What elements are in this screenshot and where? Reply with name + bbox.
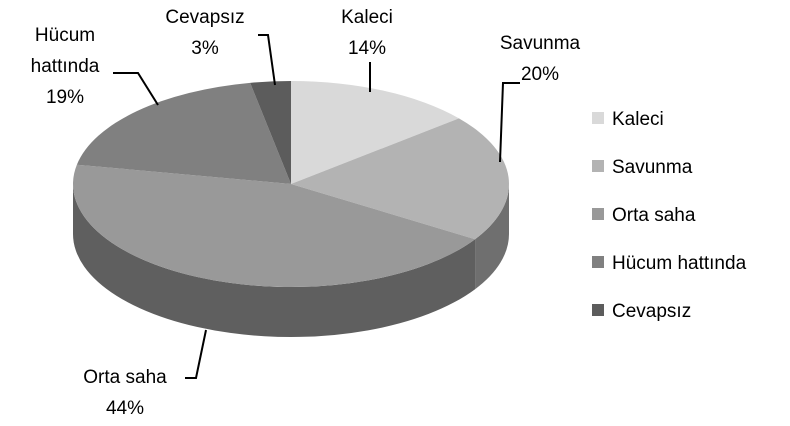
legend-swatch bbox=[592, 112, 604, 124]
legend-swatch bbox=[592, 304, 604, 316]
label-name: Savunma bbox=[499, 33, 581, 54]
label-value: 14% bbox=[347, 38, 387, 59]
label-value: 20% bbox=[520, 64, 560, 85]
label-name: Orta saha bbox=[83, 367, 167, 388]
leader-line bbox=[258, 34, 276, 86]
data-label: Savunma 20% bbox=[490, 28, 590, 90]
slice bbox=[76, 82, 291, 184]
data-label: Orta saha 44% bbox=[60, 362, 190, 424]
legend-swatch bbox=[592, 208, 604, 220]
legend-label: Kaleci bbox=[612, 109, 664, 130]
data-label: Kaleci 14% bbox=[322, 2, 412, 64]
data-label: Cevapsız 3% bbox=[150, 2, 260, 64]
leader-lines bbox=[113, 34, 520, 379]
slice bbox=[72, 164, 476, 287]
leader-line bbox=[185, 329, 207, 379]
label-value: 44% bbox=[105, 398, 145, 419]
slice-side bbox=[475, 184, 509, 290]
label-value: 3% bbox=[191, 38, 219, 59]
slice bbox=[250, 81, 291, 184]
legend-swatch bbox=[592, 256, 604, 268]
legend-label: Cevapsız bbox=[612, 301, 691, 322]
label-value: 19% bbox=[45, 87, 85, 108]
leader-line bbox=[499, 82, 520, 163]
label-name: Kaleci bbox=[341, 7, 393, 28]
legend-label: Orta saha bbox=[612, 205, 696, 226]
legend-swatch bbox=[592, 160, 604, 172]
label-name: Cevapsız bbox=[165, 7, 245, 28]
slice bbox=[291, 81, 459, 184]
label-name: Hücum hattında bbox=[30, 25, 100, 77]
legend-label: Savunma bbox=[612, 157, 693, 178]
data-label: Hücum hattında 19% bbox=[10, 20, 120, 113]
slice-side bbox=[73, 184, 476, 338]
slice bbox=[291, 118, 509, 240]
leader-line bbox=[113, 72, 159, 106]
legend-label: Hücum hattında bbox=[612, 253, 747, 274]
